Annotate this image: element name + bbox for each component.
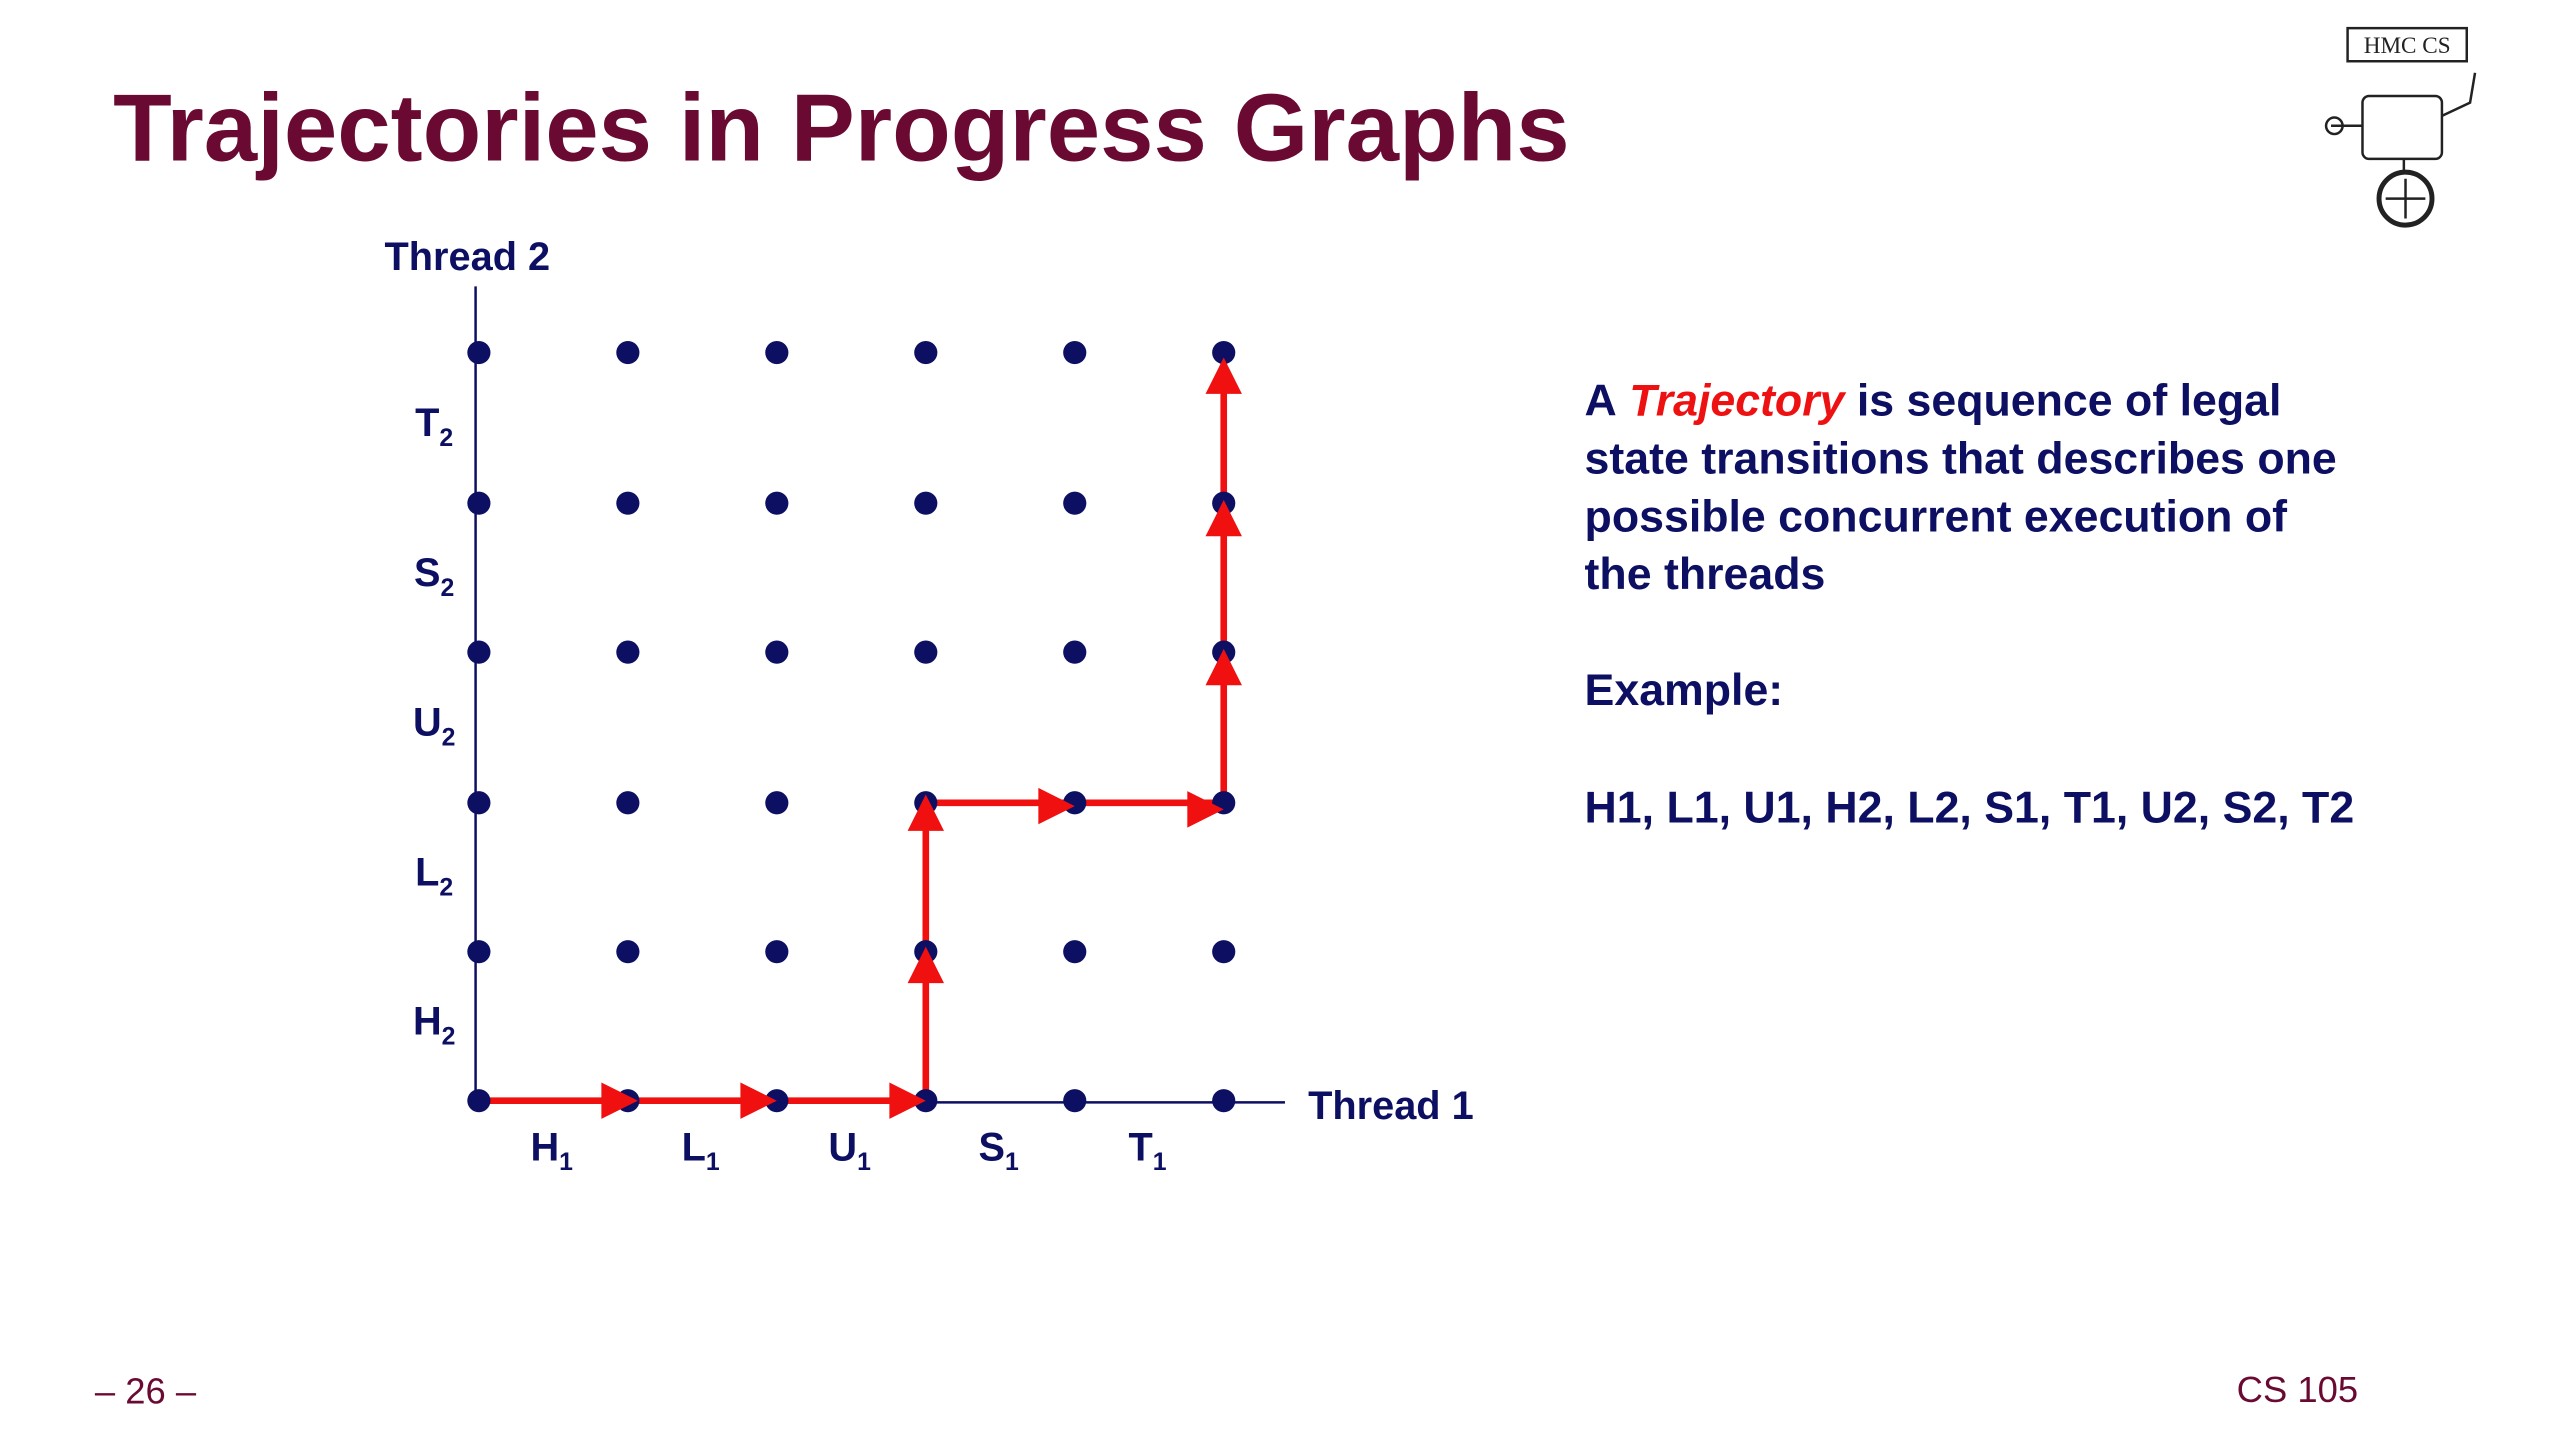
state-node [467, 1089, 491, 1113]
example-label: Example: [1585, 666, 1784, 715]
tick-main: H [413, 999, 442, 1043]
description: A Trajectory is sequence of legal state … [1585, 376, 2355, 832]
state-node [1212, 1089, 1236, 1113]
tick-sub: 1 [857, 1149, 871, 1176]
paragraph-line: state transitions that describes one [1585, 434, 2337, 483]
y-axis-label: Thread 2 [385, 235, 551, 279]
state-node [914, 491, 938, 515]
tick-main: T [415, 401, 439, 445]
arrowhead [1205, 357, 1242, 394]
tick-main: H [530, 1125, 559, 1169]
tick-main: T [1129, 1125, 1153, 1169]
logo: HMC CS [2324, 26, 2477, 228]
state-node [765, 791, 789, 815]
state-node [765, 491, 789, 515]
logo-text: HMC CS [2364, 33, 2451, 59]
logo-wheel [2376, 169, 2435, 228]
state-node [1063, 940, 1087, 964]
state-node [616, 791, 640, 815]
x-tick-label: S1 [978, 1125, 1019, 1176]
tick-main: L [415, 851, 439, 895]
state-node [467, 340, 491, 365]
tick-sub: 1 [559, 1149, 573, 1176]
course: CS 105 [2237, 1369, 2358, 1410]
state-node [1063, 491, 1087, 515]
state-node [616, 640, 640, 664]
state-node [1212, 940, 1236, 964]
x-tick-label: L1 [682, 1125, 720, 1176]
paragraph-line: the threads [1585, 550, 1826, 599]
arrowhead [1205, 499, 1242, 537]
state-node [616, 491, 640, 515]
title: Trajectories in Progress Graphs [113, 75, 1570, 182]
tick-sub: 2 [439, 425, 453, 452]
state-node [1212, 340, 1236, 365]
state-node [1063, 1089, 1087, 1113]
state-node [467, 491, 491, 515]
state-node [467, 640, 491, 664]
arrowhead [740, 1082, 777, 1119]
logo-hand [2324, 116, 2344, 136]
y-tick-label: T2 [415, 401, 453, 452]
tick-main: S [414, 551, 441, 595]
state-node [616, 340, 640, 365]
tick-main: U [413, 701, 442, 745]
arrowhead [1205, 648, 1242, 686]
x-axis-label: Thread 1 [1308, 1084, 1474, 1128]
arrowhead [907, 946, 944, 984]
tick-sub: 2 [439, 874, 453, 901]
state-node [914, 340, 938, 365]
state-node [467, 791, 491, 815]
text: A [1585, 376, 1617, 425]
term: Trajectory [1629, 376, 1846, 425]
arrowhead [889, 1082, 926, 1119]
y-tick-label: H2 [413, 999, 456, 1050]
logo-sign [2346, 26, 2469, 63]
tick-sub: 1 [706, 1149, 720, 1176]
tick-sub: 1 [1153, 1149, 1167, 1176]
tick-main: L [682, 1125, 706, 1169]
tick-main: U [828, 1125, 857, 1169]
state-node [1063, 340, 1087, 365]
tick-sub: 1 [1005, 1149, 1019, 1176]
arrowhead [601, 1082, 638, 1119]
x-tick-label: T1 [1129, 1125, 1167, 1176]
text: is sequence of legal [1857, 376, 2282, 425]
logo-arm [2441, 72, 2477, 117]
state-node [616, 940, 640, 964]
tick-sub: 2 [441, 575, 455, 602]
x-tick-label: U1 [828, 1125, 871, 1176]
y-tick-label: S2 [414, 551, 454, 602]
paragraph-line: possible concurrent execution of [1585, 492, 2288, 541]
state-node [765, 940, 789, 964]
arrowhead [907, 794, 944, 831]
arrowhead [1187, 791, 1224, 828]
state-node [765, 340, 789, 365]
paragraph-line: A Trajectory is sequence of legal [1585, 376, 2282, 425]
logo-body [2361, 94, 2444, 161]
tick-main: S [978, 1125, 1005, 1169]
state-node [467, 940, 491, 964]
x-tick-label: H1 [530, 1125, 573, 1176]
y-tick-label: U2 [413, 701, 456, 752]
logo-spokes [2385, 178, 2426, 219]
arrowhead [1038, 787, 1075, 825]
state-node [1063, 640, 1087, 664]
tick-sub: 2 [442, 725, 456, 752]
state-node [914, 640, 938, 664]
state-node [765, 1089, 789, 1113]
page-number: – 26 – [95, 1371, 197, 1412]
tick-sub: 2 [442, 1023, 456, 1050]
state-node [765, 640, 789, 664]
example-sequence: H1, L1, U1, H2, L2, S1, T1, U2, S2, T2 [1585, 784, 2355, 833]
y-tick-label: L2 [415, 851, 453, 902]
